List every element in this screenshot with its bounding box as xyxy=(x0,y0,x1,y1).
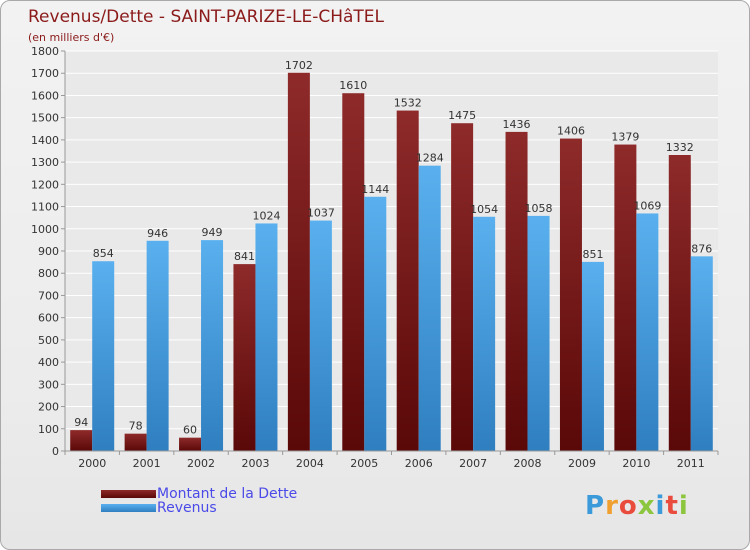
bar-dette xyxy=(396,110,419,452)
x-tick-label: 2004 xyxy=(296,457,324,470)
data-label-revenus: 1144 xyxy=(361,183,389,196)
y-tick-label: 200 xyxy=(38,401,59,414)
y-tick-label: 700 xyxy=(38,289,59,302)
bar-dette xyxy=(668,155,691,451)
bar-revenus xyxy=(473,216,496,451)
bar-revenus xyxy=(527,215,550,451)
bar-dette xyxy=(70,430,93,451)
bar-dette xyxy=(614,144,637,452)
y-tick-label: 0 xyxy=(52,445,59,458)
y-tick-label: 1500 xyxy=(31,112,59,125)
proxiti-logo: Proxiti xyxy=(585,491,689,521)
bar-revenus xyxy=(581,261,604,451)
y-tick-label: 1300 xyxy=(31,156,59,169)
bar-revenus xyxy=(364,196,387,451)
bar-revenus xyxy=(201,240,224,451)
x-tick-label: 2006 xyxy=(405,457,433,470)
y-tick-label: 500 xyxy=(38,334,59,347)
bar-dette xyxy=(124,433,147,451)
legend-label-dette: Montant de la Dette xyxy=(157,486,298,502)
x-tick-label: 2007 xyxy=(459,457,487,470)
y-tick-label: 1100 xyxy=(31,201,59,214)
data-label-dette: 1610 xyxy=(339,79,367,92)
data-label-revenus: 1024 xyxy=(252,209,280,222)
data-label-dette: 1702 xyxy=(285,59,313,72)
x-tick-label: 2009 xyxy=(568,457,596,470)
y-tick-label: 400 xyxy=(38,356,59,369)
data-label-dette: 1475 xyxy=(448,109,476,122)
x-tick-label: 2010 xyxy=(622,457,650,470)
data-label-revenus: 876 xyxy=(691,242,712,255)
logo-letter: o xyxy=(618,491,638,521)
data-label-dette: 1436 xyxy=(503,118,531,131)
y-tick-label: 100 xyxy=(38,423,59,436)
bar-dette xyxy=(233,264,256,451)
data-label-dette: 94 xyxy=(74,416,88,429)
bar-dette xyxy=(451,123,474,451)
data-label-dette: 78 xyxy=(129,420,143,433)
x-tick-label: 2005 xyxy=(350,457,378,470)
data-label-revenus: 854 xyxy=(93,247,114,260)
y-tick-label: 600 xyxy=(38,312,59,325)
data-label-revenus: 949 xyxy=(202,226,223,239)
y-tick-label: 300 xyxy=(38,378,59,391)
y-tick-label: 1000 xyxy=(31,223,59,236)
logo-letter: P xyxy=(585,491,606,521)
data-label-dette: 841 xyxy=(234,250,255,263)
data-label-revenus: 1058 xyxy=(525,202,553,215)
chart-title: Revenus/Dette - SAINT-PARIZE-LE-CHâTEL xyxy=(28,7,385,27)
legend-swatch-dette xyxy=(101,490,156,498)
y-tick-label: 1400 xyxy=(31,134,59,147)
y-tick-label: 1200 xyxy=(31,178,59,191)
bar-revenus xyxy=(418,165,441,451)
bar-revenus xyxy=(255,223,278,451)
bar-revenus xyxy=(92,261,115,451)
data-label-revenus: 1037 xyxy=(307,207,335,220)
data-label-dette: 1332 xyxy=(666,141,694,154)
bar-revenus xyxy=(690,256,713,451)
x-tick-label: 2000 xyxy=(78,457,106,470)
x-tick-label: 2008 xyxy=(514,457,542,470)
data-label-dette: 1379 xyxy=(611,131,639,144)
legend-swatch-revenus xyxy=(101,504,156,512)
y-tick-label: 1800 xyxy=(31,45,59,58)
bar-revenus xyxy=(146,240,169,451)
data-label-revenus: 1054 xyxy=(470,203,498,216)
y-tick-label: 900 xyxy=(38,245,59,258)
data-label-revenus: 1284 xyxy=(416,152,444,165)
logo-letter: r xyxy=(605,491,619,521)
bar-dette xyxy=(287,72,310,452)
chart-subtitle: (en milliers d'€) xyxy=(28,31,115,44)
data-label-dette: 1406 xyxy=(557,125,585,138)
bar-revenus xyxy=(309,220,332,451)
y-tick-label: 800 xyxy=(38,267,59,280)
x-tick-label: 2002 xyxy=(187,457,215,470)
y-tick-label: 1700 xyxy=(31,67,59,80)
x-tick-label: 2003 xyxy=(241,457,269,470)
logo-letter: x xyxy=(637,491,656,521)
bar-dette xyxy=(505,131,528,451)
x-tick-label: 2001 xyxy=(133,457,161,470)
bar-dette xyxy=(559,138,582,452)
data-label-revenus: 1069 xyxy=(633,199,661,212)
legend-label-revenus: Revenus xyxy=(157,500,217,516)
y-tick-label: 1600 xyxy=(31,89,59,102)
logo-letter: i xyxy=(655,491,666,521)
data-label-dette: 1532 xyxy=(394,97,422,110)
bar-dette xyxy=(179,437,202,451)
logo-letter: i xyxy=(678,491,689,521)
data-label-revenus: 946 xyxy=(147,227,168,240)
logo-letter: t xyxy=(665,491,679,521)
x-tick-label: 2011 xyxy=(677,457,705,470)
bar-dette xyxy=(342,93,365,451)
data-label-dette: 60 xyxy=(183,424,197,437)
bar-revenus xyxy=(636,213,659,451)
data-label-revenus: 851 xyxy=(582,248,603,261)
